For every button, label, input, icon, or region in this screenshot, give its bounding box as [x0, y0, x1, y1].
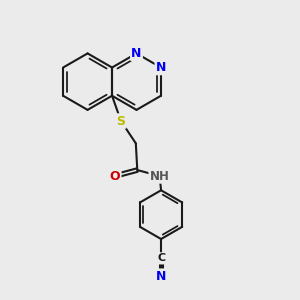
- Text: NH: NH: [150, 169, 169, 182]
- Text: O: O: [110, 169, 120, 182]
- Text: N: N: [156, 270, 166, 283]
- Text: S: S: [116, 115, 125, 128]
- Text: N: N: [131, 47, 142, 60]
- Text: N: N: [156, 61, 166, 74]
- Text: C: C: [157, 253, 165, 263]
